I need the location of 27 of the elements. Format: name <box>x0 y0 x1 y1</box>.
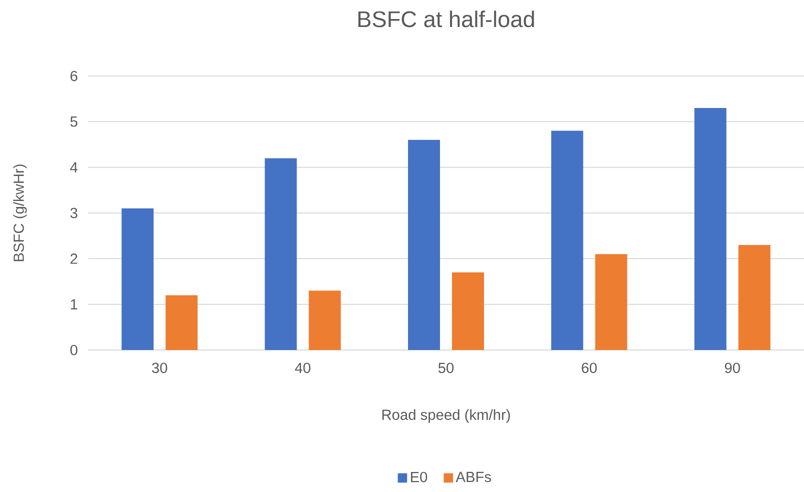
x-tick-label: 30 <box>152 362 168 374</box>
y-tick-label: 3 <box>70 208 78 218</box>
bar <box>166 295 198 350</box>
y-tick-label: 6 <box>70 70 78 82</box>
x-tick-label: 50 <box>438 362 454 374</box>
chart-title: BSFC at half-load <box>358 10 534 28</box>
y-tick-label: 4 <box>70 162 78 172</box>
bar <box>551 130 584 350</box>
x-tick-label: 90 <box>724 362 740 374</box>
bar <box>738 244 770 350</box>
bar <box>308 290 341 350</box>
legend-label: ABFs <box>456 472 492 482</box>
x-axis-title: Road speed (km/hr) <box>382 409 510 423</box>
x-tick-label: 60 <box>582 362 597 374</box>
bar <box>264 158 297 350</box>
y-tick-label: 5 <box>70 116 78 127</box>
y-tick-label: 0 <box>70 344 78 356</box>
bar <box>694 108 726 350</box>
legend-label: E0 <box>410 472 428 482</box>
y-axis-title: BSFC (g/kwHr) <box>13 164 27 262</box>
bar <box>408 140 440 350</box>
bar <box>452 272 484 350</box>
y-tick-label: 2 <box>70 254 78 264</box>
bar <box>122 208 154 350</box>
x-tick-label: 40 <box>294 362 310 374</box>
bar <box>595 254 628 350</box>
y-tick-label: 1 <box>70 299 78 310</box>
